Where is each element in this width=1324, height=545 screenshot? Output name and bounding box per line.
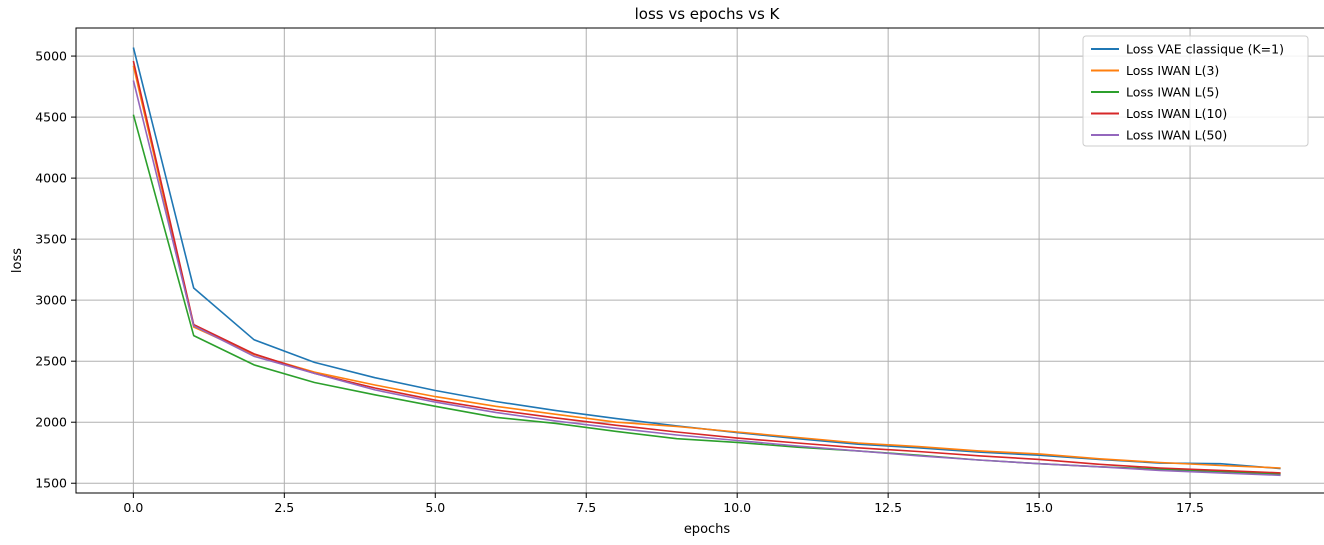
y-tick-label: 3500 bbox=[35, 232, 67, 247]
series-line-4 bbox=[132, 80, 1281, 477]
series-line-1 bbox=[132, 65, 1281, 469]
x-tick-label: 7.5 bbox=[576, 500, 596, 515]
plot-frame bbox=[75, 27, 1324, 494]
y-tick-label: 1500 bbox=[35, 476, 67, 491]
y-tick-label: 4000 bbox=[35, 171, 67, 186]
x-tick-label: 2.5 bbox=[274, 500, 294, 515]
x-axis: 0.0 2.5 5.0 7.5 10.0 12.5 15.0 17.5 bbox=[123, 493, 1204, 515]
x-tick-label: 0.0 bbox=[123, 500, 143, 515]
y-tick-label: 2500 bbox=[35, 354, 67, 369]
chart-title: loss vs epochs vs K bbox=[635, 5, 781, 23]
legend-label: Loss IWAN L(5) bbox=[1126, 85, 1219, 100]
x-tick-label: 5.0 bbox=[425, 500, 445, 515]
x-tick-label: 17.5 bbox=[1176, 500, 1204, 515]
legend-label: Loss IWAN L(50) bbox=[1126, 128, 1227, 143]
y-tick-label: 2000 bbox=[35, 415, 67, 430]
y-tick-label: 5000 bbox=[35, 49, 67, 64]
x-tick-label: 12.5 bbox=[874, 500, 902, 515]
y-tick-label: 4500 bbox=[35, 110, 67, 125]
y-axis: 1500 2000 2500 3000 3500 4000 4500 5000 bbox=[35, 49, 76, 491]
grid-lines bbox=[76, 28, 1324, 493]
x-tick-label: 15.0 bbox=[1025, 500, 1053, 515]
legend-box bbox=[1082, 35, 1309, 147]
x-axis-label: epochs bbox=[684, 522, 731, 537]
legend: Loss VAE classique (K=1) Loss IWAN L(3) Lo… bbox=[1082, 35, 1309, 147]
x-tick-label: 10.0 bbox=[723, 500, 751, 515]
legend-label: Loss IWAN L(10) bbox=[1126, 106, 1227, 121]
y-axis-label: loss bbox=[10, 248, 25, 273]
y-tick-label: 3000 bbox=[35, 293, 67, 308]
series-lines bbox=[132, 47, 1281, 477]
legend-label: Loss IWAN L(3) bbox=[1126, 63, 1219, 78]
legend-label: Loss VAE classique (K=1) bbox=[1126, 42, 1284, 57]
